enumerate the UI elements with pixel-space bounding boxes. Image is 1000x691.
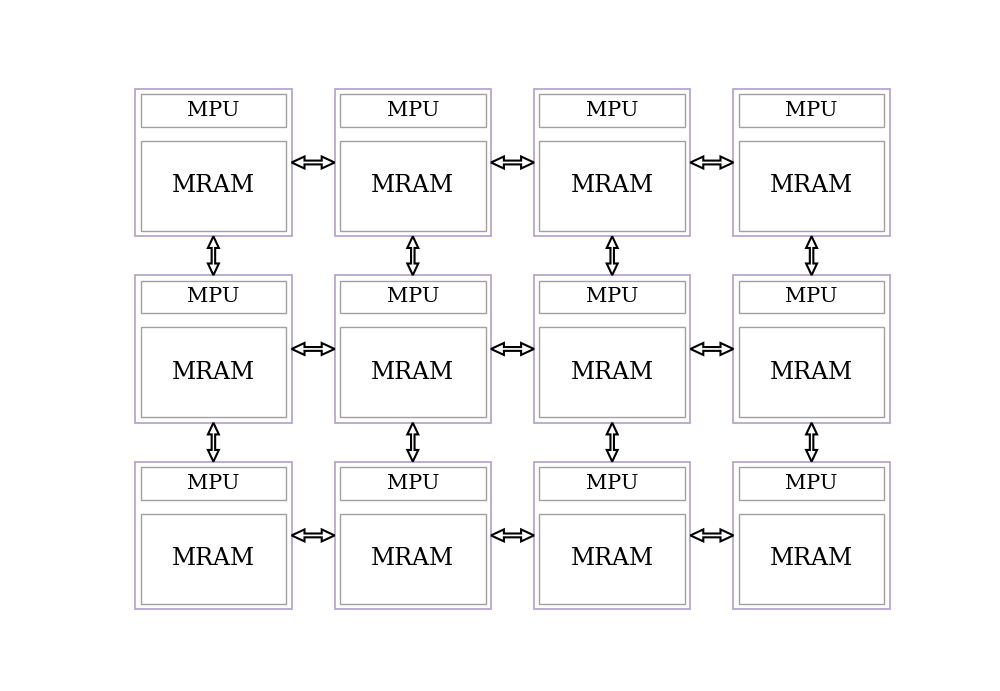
Text: MPU: MPU	[187, 101, 240, 120]
Bar	[539, 141, 685, 231]
Bar	[340, 94, 486, 127]
Bar	[739, 513, 884, 604]
Bar	[534, 462, 690, 609]
Text: MPU: MPU	[187, 287, 240, 307]
Bar	[340, 327, 486, 417]
Bar	[539, 327, 685, 417]
Bar	[534, 275, 690, 423]
Polygon shape	[208, 423, 219, 462]
Bar	[141, 513, 286, 604]
Text: MRAM: MRAM	[770, 174, 853, 197]
Bar	[340, 281, 486, 314]
Bar	[739, 467, 884, 500]
Text: MRAM: MRAM	[571, 174, 654, 197]
Bar	[135, 275, 292, 423]
Text: MPU: MPU	[387, 474, 439, 493]
Bar	[141, 281, 286, 314]
Text: MPU: MPU	[387, 287, 439, 307]
Bar	[733, 88, 890, 236]
Text: MPU: MPU	[785, 101, 838, 120]
Polygon shape	[690, 343, 733, 355]
Bar	[733, 275, 890, 423]
Bar	[340, 141, 486, 231]
Bar	[739, 281, 884, 314]
Bar	[534, 88, 690, 236]
Bar	[141, 327, 286, 417]
Polygon shape	[208, 236, 219, 275]
Bar	[141, 467, 286, 500]
Polygon shape	[407, 423, 418, 462]
Polygon shape	[407, 236, 418, 275]
Text: MRAM: MRAM	[371, 174, 454, 197]
Text: MPU: MPU	[586, 474, 638, 493]
Text: MPU: MPU	[387, 101, 439, 120]
Text: MRAM: MRAM	[770, 361, 853, 384]
Polygon shape	[806, 236, 817, 275]
Polygon shape	[491, 343, 534, 355]
Text: MRAM: MRAM	[770, 547, 853, 570]
Bar	[135, 88, 292, 236]
Bar	[335, 275, 491, 423]
Polygon shape	[292, 157, 335, 169]
Bar	[335, 88, 491, 236]
Text: MRAM: MRAM	[172, 361, 255, 384]
Bar	[539, 94, 685, 127]
Text: MRAM: MRAM	[571, 361, 654, 384]
Bar	[141, 141, 286, 231]
Text: MPU: MPU	[785, 287, 838, 307]
Bar	[539, 513, 685, 604]
Text: MRAM: MRAM	[371, 361, 454, 384]
Text: MPU: MPU	[785, 474, 838, 493]
Polygon shape	[607, 423, 618, 462]
Polygon shape	[292, 529, 335, 541]
Bar	[739, 94, 884, 127]
Polygon shape	[292, 343, 335, 355]
Bar	[335, 462, 491, 609]
Bar	[539, 467, 685, 500]
Bar	[340, 467, 486, 500]
Text: MRAM: MRAM	[571, 547, 654, 570]
Text: MRAM: MRAM	[172, 547, 255, 570]
Bar	[539, 281, 685, 314]
Bar	[340, 513, 486, 604]
Text: MRAM: MRAM	[371, 547, 454, 570]
Text: MPU: MPU	[187, 474, 240, 493]
Bar	[135, 462, 292, 609]
Text: MPU: MPU	[586, 287, 638, 307]
Text: MRAM: MRAM	[172, 174, 255, 197]
Bar	[141, 94, 286, 127]
Bar	[733, 462, 890, 609]
Bar	[739, 141, 884, 231]
Polygon shape	[806, 423, 817, 462]
Polygon shape	[491, 529, 534, 541]
Polygon shape	[690, 529, 733, 541]
Bar	[739, 327, 884, 417]
Polygon shape	[607, 236, 618, 275]
Text: MPU: MPU	[586, 101, 638, 120]
Polygon shape	[690, 157, 733, 169]
Polygon shape	[491, 157, 534, 169]
